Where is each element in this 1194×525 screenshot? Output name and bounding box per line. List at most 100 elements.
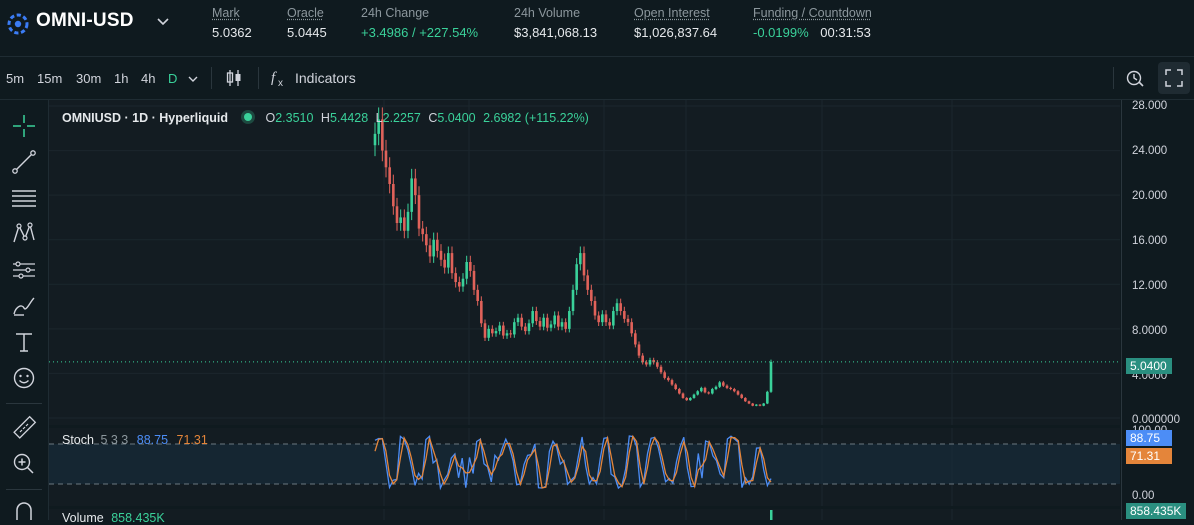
candle-body bbox=[751, 403, 754, 406]
chevron-down-icon[interactable] bbox=[156, 14, 170, 28]
timeframe-30m[interactable]: 30m bbox=[76, 71, 102, 86]
candle-body bbox=[575, 264, 578, 290]
high-value: 5.4428 bbox=[329, 111, 369, 125]
chevron-down-icon[interactable] bbox=[187, 73, 199, 85]
toolbar-divider bbox=[258, 67, 259, 89]
candle-body bbox=[542, 317, 545, 327]
price-chart-svg[interactable] bbox=[49, 100, 1120, 520]
omni-logo-icon bbox=[7, 13, 29, 35]
zoom-in-icon[interactable] bbox=[10, 450, 38, 478]
candle-body bbox=[685, 397, 688, 401]
candle-body bbox=[491, 328, 494, 334]
candle-body bbox=[443, 259, 446, 268]
candle-body bbox=[546, 317, 549, 328]
chart-legend: OMNIUSD · 1D · Hyperliquid O2.3510 H5.44… bbox=[62, 111, 589, 125]
candle-body bbox=[740, 394, 743, 398]
candle-body bbox=[579, 253, 582, 265]
candle-body bbox=[637, 344, 641, 356]
pair-selector-label[interactable]: OMNI-USD bbox=[36, 10, 134, 31]
candle-body bbox=[388, 167, 391, 184]
candlestick-chart-icon[interactable] bbox=[224, 68, 244, 88]
crosshair-icon[interactable] bbox=[10, 112, 38, 140]
ruler-icon[interactable] bbox=[10, 414, 38, 442]
candle-body bbox=[590, 289, 593, 301]
candle-body bbox=[483, 323, 487, 338]
stat-24h-volume-value: $3,841,068.13 bbox=[514, 25, 598, 40]
candle-body bbox=[711, 389, 714, 394]
candle-body bbox=[531, 311, 534, 324]
candle-body bbox=[601, 314, 604, 323]
candle-body bbox=[494, 331, 498, 334]
candle-body bbox=[700, 387, 703, 392]
candle-body bbox=[414, 178, 417, 196]
toolbar-divider bbox=[211, 67, 212, 89]
candle-body bbox=[425, 234, 428, 246]
emoji-icon[interactable] bbox=[10, 364, 38, 392]
candle-body bbox=[736, 391, 740, 395]
candle-body bbox=[421, 228, 424, 235]
chart-toolbar: 5m 15m 30m 1h 4h D f x Indicators bbox=[0, 57, 1194, 100]
candle-body bbox=[707, 392, 710, 394]
stoch-label: Stoch bbox=[62, 433, 94, 447]
candle-body bbox=[663, 372, 666, 378]
stat-oracle-label: Oracle bbox=[287, 6, 324, 20]
timeframe-5m[interactable]: 5m bbox=[6, 71, 25, 86]
fib-lines-icon[interactable] bbox=[10, 184, 38, 212]
candle-body bbox=[593, 301, 597, 316]
candle-body bbox=[645, 362, 648, 365]
horizontal-lines-icon[interactable] bbox=[10, 256, 38, 284]
candle-body bbox=[509, 333, 512, 335]
open-key: O bbox=[265, 111, 276, 125]
stat-24h-volume: 24h Volume $3,841,068.13 bbox=[514, 6, 597, 40]
candle-body bbox=[586, 275, 589, 290]
candle-body bbox=[568, 311, 571, 329]
candle-body bbox=[476, 289, 479, 301]
stoch-k-line bbox=[374, 434, 772, 491]
trendline-icon[interactable] bbox=[10, 148, 38, 176]
stoch-d-value: 71.31 bbox=[176, 433, 208, 447]
candle-body bbox=[689, 397, 692, 401]
fullscreen-button[interactable] bbox=[1158, 62, 1190, 94]
price-tick: 16.000 bbox=[1132, 235, 1168, 247]
candle-body bbox=[634, 333, 637, 345]
indicators-fx-icon[interactable]: f x bbox=[270, 67, 290, 89]
candle-body bbox=[696, 391, 699, 395]
candle-body bbox=[432, 239, 435, 257]
timeframe-15m[interactable]: 15m bbox=[37, 71, 63, 86]
candle-body bbox=[626, 318, 630, 323]
pattern-icon[interactable] bbox=[10, 220, 38, 248]
candle-body bbox=[520, 317, 523, 327]
low-key: L bbox=[375, 111, 383, 125]
timeframe-4h[interactable]: 4h bbox=[141, 71, 156, 86]
stoch-d-tag: 71.31 bbox=[1126, 448, 1172, 464]
chart-canvas[interactable] bbox=[49, 100, 1120, 520]
screenshot-icon[interactable] bbox=[1124, 67, 1146, 89]
timeframe-1h[interactable]: 1h bbox=[114, 71, 129, 86]
stat-mark-label: Mark bbox=[212, 6, 240, 20]
market-status-dot bbox=[243, 113, 252, 121]
candle-body bbox=[652, 360, 655, 363]
candle-body bbox=[769, 361, 773, 392]
price-tick: 0.000000 bbox=[1132, 414, 1180, 426]
stat-24h-change: 24h Change +3.4986 / +227.54% bbox=[361, 6, 478, 40]
candle-body bbox=[450, 253, 454, 274]
indicators-button[interactable]: Indicators bbox=[295, 70, 356, 86]
candle-body bbox=[641, 355, 644, 363]
candle-body bbox=[417, 195, 421, 229]
candle-body bbox=[395, 206, 399, 223]
high-key: H bbox=[320, 111, 330, 125]
candle-body bbox=[436, 239, 439, 251]
price-tick: 28.000 bbox=[1132, 100, 1168, 112]
text-tool-icon[interactable] bbox=[10, 328, 38, 356]
magnet-icon[interactable] bbox=[10, 496, 38, 524]
candle-body bbox=[692, 394, 696, 398]
candle-body bbox=[714, 386, 718, 390]
stat-funding-value: -0.0199% 00:31:53 bbox=[753, 25, 872, 40]
price-tick: 20.000 bbox=[1132, 190, 1168, 202]
candle-body bbox=[718, 382, 721, 387]
brush-icon[interactable] bbox=[10, 292, 38, 320]
stat-24h-change-value: +3.4986 / +227.54% bbox=[361, 25, 479, 40]
timeframe-d[interactable]: D bbox=[168, 71, 178, 86]
stat-open-interest-label: Open Interest bbox=[634, 6, 710, 20]
candle-body bbox=[454, 273, 457, 283]
